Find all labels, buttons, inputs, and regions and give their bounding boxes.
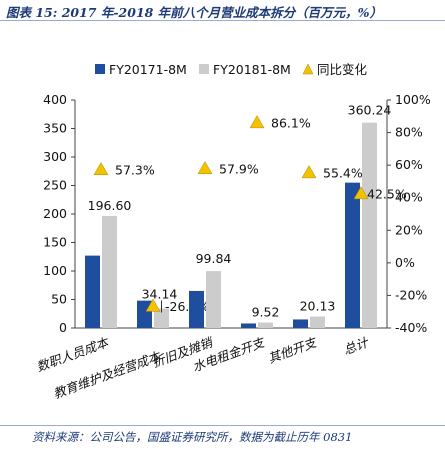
bar-fy2018 — [258, 322, 273, 328]
bar-fy2018 — [310, 316, 325, 328]
bar-value-label: 34.14 — [142, 287, 178, 302]
y-right-tick-label: 60% — [395, 157, 423, 172]
y-left-tick-label: 250 — [43, 178, 67, 193]
bar-fy2018 — [154, 308, 169, 328]
bar-fy2017 — [85, 255, 100, 328]
bar-value-label: 9.52 — [252, 305, 280, 320]
bar-fy2018 — [102, 215, 117, 328]
legend-label: FY20181-8M — [213, 62, 291, 77]
source-note: 资料来源：公司公告，国盛证券研究所，数据为截止历年 0831 — [32, 430, 353, 444]
y-right-tick-label: 80% — [395, 125, 423, 140]
bar-fy2017 — [293, 319, 308, 328]
bar-fy2017 — [345, 182, 360, 328]
title-divider — [0, 20, 445, 21]
y-right-tick-label: 100% — [395, 92, 431, 107]
legend-label: FY20171-8M — [109, 62, 187, 77]
y-left-tick-label: 200 — [43, 206, 67, 221]
yoy-marker — [249, 115, 265, 129]
yoy-marker — [145, 298, 161, 312]
bar-value-label: 20.13 — [300, 299, 336, 314]
bar-value-label: 360.24 — [348, 103, 392, 118]
y-left-tick-label: 400 — [43, 92, 67, 107]
bar-value-label: 99.84 — [196, 251, 232, 266]
bar-fy2018 — [206, 271, 221, 328]
yoy-value-label: 57.3% — [115, 163, 155, 178]
y-left-tick-label: 300 — [43, 149, 67, 164]
yoy-value-label: 55.4% — [323, 166, 363, 181]
bar-fy2017 — [189, 290, 204, 328]
y-right-tick-label: 20% — [395, 222, 423, 237]
y-left-tick-label: 50 — [51, 292, 67, 307]
yoy-marker — [93, 162, 109, 176]
yoy-marker — [197, 161, 213, 175]
legend-swatch — [199, 64, 209, 74]
yoy-value-label: 42.5% — [367, 187, 407, 202]
bar-fy2017 — [241, 323, 256, 328]
yoy-value-label: 57.9% — [219, 162, 259, 177]
y-right-tick-label: 0% — [395, 255, 415, 270]
x-category-label: 总计 — [341, 334, 371, 357]
bar-fy2018 — [362, 122, 377, 328]
legend-swatch — [95, 64, 105, 74]
yoy-marker — [301, 165, 317, 179]
legend-swatch — [302, 63, 314, 75]
yoy-marker — [353, 186, 369, 200]
bar-value-label: 196.60 — [88, 198, 132, 213]
figure-title: 图表 15: 2017 年-2018 年前八个月营业成本拆分（百万元，%） — [6, 5, 383, 20]
source-divider — [0, 425, 445, 426]
y-left-tick-label: 0 — [59, 320, 67, 335]
legend-label: 同比变化 — [317, 62, 368, 77]
y-right-tick-label: -40% — [395, 320, 427, 335]
y-left-tick-label: 150 — [43, 235, 67, 250]
y-left-tick-label: 100 — [43, 263, 67, 278]
yoy-value-label: 86.1% — [271, 116, 311, 131]
x-category-label: 其他开支 — [266, 334, 320, 366]
y-right-tick-label: 40% — [395, 190, 423, 205]
y-right-tick-label: -20% — [395, 287, 427, 302]
y-left-tick-label: 350 — [43, 121, 67, 136]
